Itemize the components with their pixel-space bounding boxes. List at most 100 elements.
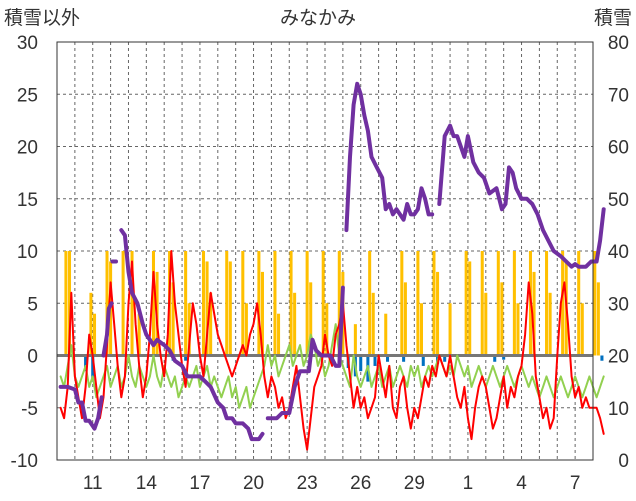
bar-3-26 (289, 251, 293, 356)
bar-3-61 (593, 251, 597, 356)
bar-3-39 (403, 282, 407, 356)
bar-3-9 (151, 251, 155, 356)
left-tick-label-5: 15 (17, 190, 38, 211)
bar-4-1 (91, 355, 95, 382)
x-tick-label-8: 4 (516, 473, 527, 494)
bar-3-7 (130, 251, 134, 356)
bar-4-0 (84, 355, 88, 372)
bar-3-16 (205, 261, 209, 356)
x-tick-label-5: 26 (350, 473, 371, 494)
bar-3-12 (171, 282, 175, 356)
bar-3-43 (436, 271, 440, 356)
x-tick-label-7: 1 (463, 473, 474, 494)
bar-3-15 (201, 251, 206, 356)
x-tick-label-4: 23 (297, 473, 318, 494)
bar-3-28 (305, 251, 309, 356)
left-tick-label-6: 20 (17, 138, 38, 159)
bar-3-55 (545, 251, 549, 356)
series-0-segment-0 (58, 384, 104, 431)
bar-3-40 (416, 251, 420, 356)
bar-3-37 (384, 313, 388, 356)
bar-3-34 (353, 324, 357, 356)
bar-3-23 (260, 271, 264, 356)
bar-4-11 (402, 355, 406, 362)
bar-3-38 (400, 251, 404, 356)
bar-4-12 (421, 355, 425, 366)
series-0-segment-6 (437, 123, 606, 269)
bar-3-30 (321, 251, 325, 356)
bar-3-35 (368, 251, 372, 356)
bar-3-29 (309, 282, 313, 356)
bar-3-42 (432, 251, 436, 356)
left-tick-label-3: 5 (27, 294, 38, 315)
bar-3-52 (516, 303, 520, 356)
right-tick-label-8: 80 (608, 33, 629, 54)
right-tick-label-4: 40 (608, 242, 629, 263)
bar-3-18 (225, 251, 229, 356)
bar-3-31 (325, 303, 329, 356)
bar-3-41 (419, 303, 423, 356)
bar-4-9 (373, 355, 377, 366)
bar-4-3 (184, 355, 188, 361)
right-axis-label: 積雪 (594, 7, 632, 29)
left-tick-label-7: 25 (17, 85, 38, 106)
x-tick-label-2: 17 (189, 473, 210, 494)
bar-3-25 (277, 313, 281, 356)
bar-3-62 (596, 282, 600, 356)
bar-3-27 (293, 292, 297, 356)
bar-3-45 (464, 251, 468, 356)
left-tick-label-0: -10 (11, 451, 38, 472)
plot-frame (56, 41, 594, 461)
series-2-segment-0 (59, 323, 605, 409)
bar-3-36 (371, 292, 375, 356)
plot-border (56, 41, 594, 461)
bar-3-54 (532, 271, 536, 356)
series-0-segment-5 (344, 81, 435, 233)
right-tick-label-6: 60 (608, 138, 629, 159)
bar-3-57 (561, 251, 565, 356)
bar-3-3 (93, 313, 97, 356)
bar-3-4 (105, 251, 109, 356)
bar-3-51 (512, 251, 516, 356)
bar-3-19 (228, 261, 232, 356)
bar-3-20 (241, 251, 245, 356)
bar-3-1 (67, 251, 72, 356)
bar-3-47 (480, 251, 484, 356)
series-0-segment-3 (119, 228, 265, 442)
bar-3-2 (89, 292, 93, 356)
bar-3-44 (448, 303, 452, 356)
right-tick-label-0: 0 (618, 451, 629, 472)
bar-4-17 (600, 355, 604, 361)
bar-4-10 (386, 355, 390, 362)
bar-3-59 (577, 251, 581, 356)
bar-3-24 (273, 251, 277, 356)
bar-4-7 (359, 355, 363, 372)
bar-3-50 (500, 282, 504, 356)
grid (56, 42, 594, 460)
bar-3-0 (64, 251, 68, 356)
bar-3-17 (209, 292, 213, 356)
bar-3-21 (244, 303, 248, 356)
x-tick-label-3: 20 (243, 473, 264, 494)
bar-4-14 (443, 355, 447, 362)
x-tick-label-9: 7 (570, 473, 581, 494)
bar-3-6 (121, 251, 125, 356)
bar-3-46 (468, 261, 472, 356)
line-series (58, 81, 606, 451)
left-tick-label-1: -5 (21, 399, 38, 420)
chart-title: みなかみ (280, 8, 356, 29)
bar-3-48 (484, 292, 488, 356)
left-tick-label-8: 30 (17, 33, 38, 54)
bar-3-22 (257, 251, 261, 356)
right-tick-label-5: 50 (608, 190, 629, 211)
bar-3-32 (337, 251, 341, 356)
series-0-segment-1 (101, 301, 114, 358)
bar-3-8 (137, 313, 141, 356)
series-0-segment-4 (265, 285, 345, 421)
bar-3-14 (187, 303, 191, 356)
x-tick-label-1: 14 (136, 473, 158, 494)
x-tick-label-6: 29 (404, 473, 425, 494)
bar-3-49 (496, 251, 500, 356)
series-1-segment-0 (59, 250, 605, 451)
bar-3-56 (548, 292, 552, 356)
